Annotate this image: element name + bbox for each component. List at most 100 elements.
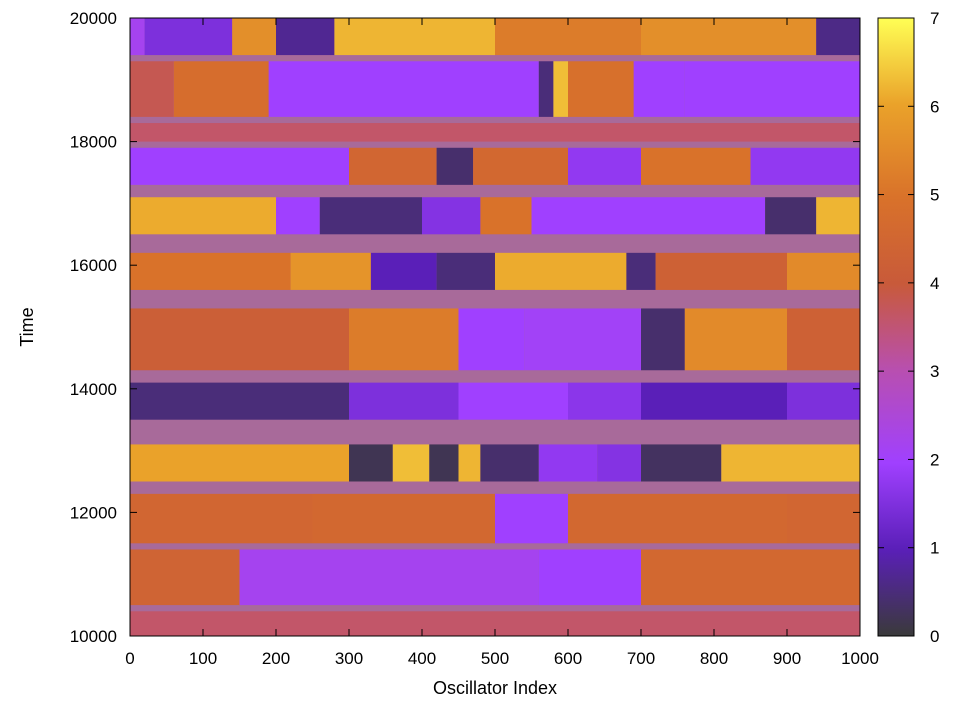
colorbar-tick-label: 4 bbox=[930, 274, 939, 293]
heatmap-cell bbox=[568, 382, 641, 420]
heatmap-cell bbox=[495, 252, 627, 290]
heatmap-cell bbox=[641, 197, 766, 235]
heatmap-cell bbox=[349, 147, 437, 185]
heatmap-cell bbox=[750, 147, 860, 185]
heatmap-cell bbox=[458, 308, 525, 371]
heatmap-cell bbox=[239, 549, 539, 606]
heatmap-cell bbox=[436, 147, 474, 185]
heatmap-cell bbox=[568, 147, 641, 185]
heatmap-cell bbox=[684, 61, 860, 117]
y-tick-label: 12000 bbox=[70, 503, 117, 522]
heatmap-cell bbox=[458, 444, 481, 482]
heatmap-cell bbox=[144, 18, 233, 56]
heatmap-cell bbox=[349, 382, 459, 420]
heatmap-cell bbox=[290, 252, 371, 290]
heatmap-cell bbox=[721, 444, 860, 482]
y-tick-label: 16000 bbox=[70, 256, 117, 275]
heatmap-cell bbox=[130, 252, 291, 290]
heatmap-cell bbox=[641, 18, 817, 56]
heatmap-cell bbox=[268, 61, 539, 117]
x-tick-label: 200 bbox=[262, 649, 290, 668]
y-axis-label: Time bbox=[17, 307, 37, 346]
heatmap-cell bbox=[130, 61, 174, 117]
heatmap-cell bbox=[334, 18, 495, 56]
colorbar-tick-label: 3 bbox=[930, 362, 939, 381]
x-axis-label: Oscillator Index bbox=[433, 678, 557, 698]
heatmap-cell bbox=[531, 197, 641, 235]
x-tick-label: 700 bbox=[627, 649, 655, 668]
y-axis-ticks: 10000 12000 14000 16000 18000 20000 bbox=[70, 9, 860, 646]
heatmap-cell bbox=[319, 197, 422, 235]
heatmap-cell bbox=[422, 197, 481, 235]
heatmap-cell bbox=[597, 444, 641, 482]
heatmap-cell bbox=[787, 252, 860, 290]
heatmap-cell bbox=[765, 197, 817, 235]
colorbar-tick-label: 6 bbox=[930, 97, 939, 116]
heatmap-cell bbox=[816, 197, 860, 235]
y-tick-label: 14000 bbox=[70, 380, 117, 399]
heatmap-cell bbox=[568, 493, 787, 544]
colorbar-tick-label: 5 bbox=[930, 186, 939, 205]
heatmap-cell bbox=[130, 382, 349, 420]
heatmap-cell bbox=[655, 252, 787, 290]
heatmap-cell bbox=[641, 308, 685, 371]
x-axis-ticks: 0 100 200 300 400 500 600 700 800 900 1000 bbox=[125, 18, 879, 668]
colorbar-tick-label: 0 bbox=[930, 627, 939, 646]
colorbar-tick-label: 2 bbox=[930, 450, 939, 469]
x-tick-label: 0 bbox=[125, 649, 134, 668]
x-tick-label: 300 bbox=[335, 649, 363, 668]
heatmap-bands bbox=[130, 18, 860, 636]
colorbar-ticks: 0 1 2 3 4 5 6 7 bbox=[878, 9, 939, 646]
heatmap-cell bbox=[130, 147, 349, 185]
heatmap-cell bbox=[641, 382, 787, 420]
heatmap-cell bbox=[480, 444, 539, 482]
heatmap-cell bbox=[130, 18, 145, 56]
heatmap-cell bbox=[641, 444, 722, 482]
heatmap-cell bbox=[130, 197, 276, 235]
x-tick-label: 100 bbox=[189, 649, 217, 668]
heatmap-cell bbox=[568, 61, 634, 117]
heatmap-cell bbox=[276, 197, 320, 235]
heatmap-cell bbox=[392, 444, 430, 482]
x-tick-label: 1000 bbox=[841, 649, 879, 668]
heatmap-cell bbox=[787, 493, 860, 544]
heatmap-cell bbox=[458, 382, 568, 420]
y-tick-label: 20000 bbox=[70, 9, 117, 28]
heatmap-cell bbox=[130, 493, 313, 544]
colorbar-tick-label: 7 bbox=[930, 9, 939, 28]
x-tick-label: 400 bbox=[408, 649, 436, 668]
heatmap-cell bbox=[816, 18, 860, 56]
heatmap-cell bbox=[130, 444, 349, 482]
heatmap-cell bbox=[626, 252, 656, 290]
heatmap-cell bbox=[538, 61, 554, 117]
colorbar-tick-label: 1 bbox=[930, 539, 939, 558]
heatmap-cell bbox=[370, 252, 437, 290]
heatmap-cell bbox=[538, 444, 598, 482]
heatmap-cell bbox=[495, 493, 568, 544]
heatmap-cell bbox=[349, 308, 459, 371]
heatmap-cell bbox=[473, 147, 568, 185]
heatmap-cell bbox=[276, 18, 335, 56]
heatmap-cell bbox=[787, 382, 860, 420]
heatmap-cell bbox=[641, 147, 751, 185]
heatmap-cell bbox=[633, 61, 685, 117]
heatmap-cell bbox=[130, 549, 240, 606]
x-tick-label: 500 bbox=[481, 649, 509, 668]
heatmap-cell bbox=[349, 444, 393, 482]
heatmap-cell bbox=[553, 61, 568, 117]
heatmap-cell bbox=[787, 308, 860, 371]
y-tick-label: 18000 bbox=[70, 133, 117, 152]
heatmap-cell bbox=[312, 493, 495, 544]
heatmap-cell bbox=[524, 308, 641, 371]
colorbar bbox=[877, 17, 915, 637]
heatmap-cell bbox=[130, 308, 349, 371]
heatmap-cell bbox=[480, 197, 532, 235]
x-tick-label: 800 bbox=[700, 649, 728, 668]
heatmap-cell bbox=[173, 61, 269, 117]
heatmap-cell bbox=[538, 549, 641, 606]
x-tick-label: 600 bbox=[554, 649, 582, 668]
heatmap-cell bbox=[429, 444, 459, 482]
heatmap-cell bbox=[436, 252, 495, 290]
x-tick-label: 900 bbox=[773, 649, 801, 668]
